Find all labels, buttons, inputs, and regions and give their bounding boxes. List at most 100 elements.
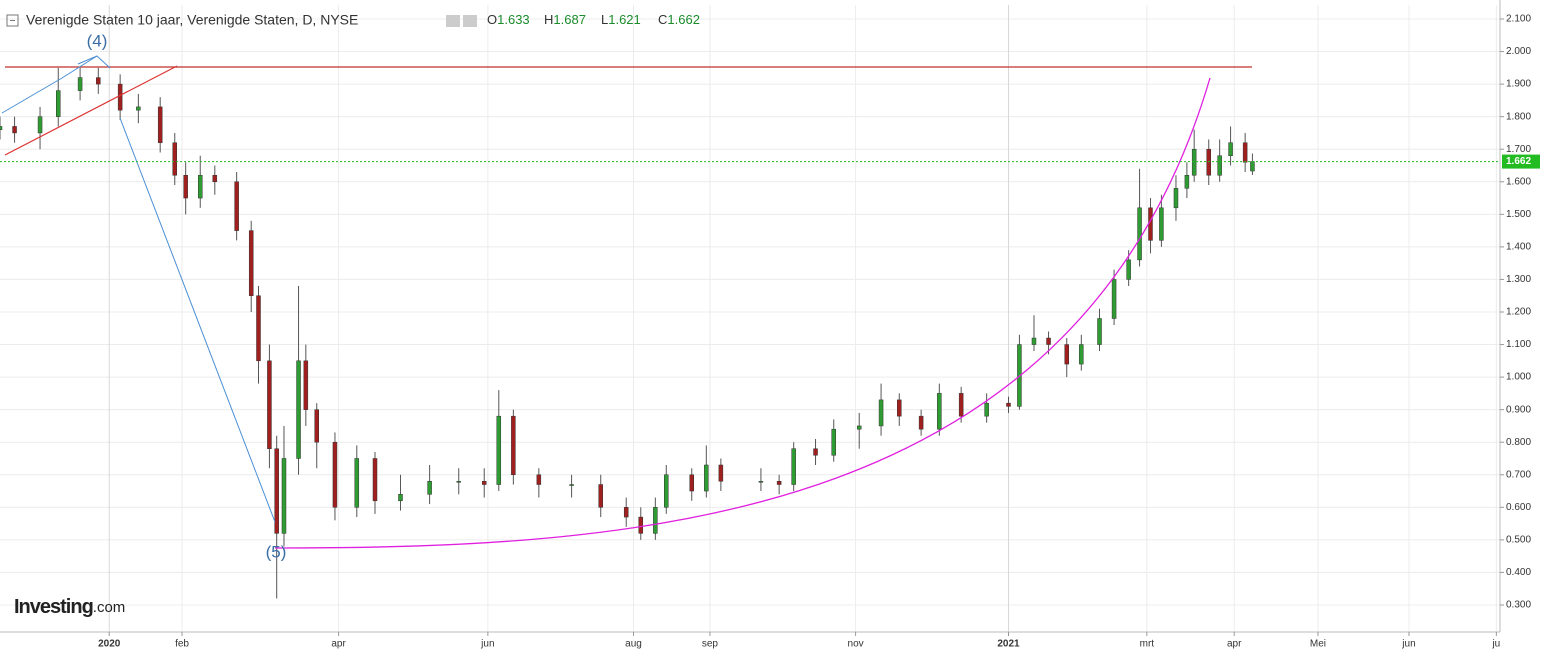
candle-body: [511, 415, 516, 476]
candle-body: [303, 360, 309, 410]
candle-body: [1126, 259, 1131, 280]
candle-body: [897, 399, 902, 417]
ohlc-item: C1.662: [658, 12, 700, 27]
y-tick-label: 0.700: [1506, 469, 1531, 480]
y-tick-label: 0.900: [1506, 404, 1531, 415]
collapse-icon[interactable]: [6, 14, 19, 27]
ohlc-item: L1.621: [601, 12, 641, 27]
candle-body: [918, 415, 924, 430]
candle-body: [332, 441, 338, 508]
eye-icon[interactable]: [446, 15, 460, 27]
candle-body: [776, 481, 782, 485]
ohlc-item: H1.687: [544, 12, 586, 27]
candle-body: [398, 494, 403, 502]
wave-line: [1, 55, 111, 114]
channel-line: [4, 65, 178, 156]
candle-body: [37, 116, 43, 134]
candle-body: [718, 464, 724, 482]
candle-body: [653, 507, 658, 534]
wave-label: (5): [266, 542, 287, 561]
candle-body: [1206, 148, 1211, 176]
candle-body: [496, 415, 502, 485]
y-tick-label: 1.300: [1506, 274, 1531, 285]
y-tick-label: 2.100: [1506, 14, 1531, 25]
candle-body: [481, 481, 487, 485]
candle-body: [314, 409, 319, 443]
candle-body: [136, 106, 141, 111]
y-tick-label: 1.600: [1506, 176, 1531, 187]
candle-body: [1097, 318, 1102, 345]
candle-body: [1242, 142, 1248, 163]
ohlc-key: L: [601, 12, 608, 27]
y-tick-label: 1.400: [1506, 242, 1531, 253]
candle-body: [878, 399, 884, 427]
candle-body: [664, 474, 669, 508]
candle-body: [937, 393, 942, 430]
candle-body: [536, 474, 542, 485]
candle-body: [1184, 175, 1190, 189]
candle-body: [267, 360, 272, 449]
y-tick-label: 1.700: [1506, 144, 1531, 155]
y-tick-label: 1.800: [1506, 111, 1531, 122]
candle-body: [183, 175, 188, 199]
candle-body: [248, 230, 254, 296]
ohlc-value: 1.633: [497, 12, 530, 27]
candle-body: [77, 77, 83, 91]
candle-body: [1159, 207, 1164, 241]
candle-body: [984, 402, 989, 417]
candle-body: [958, 393, 964, 417]
candle-body: [791, 448, 796, 485]
settings-icon[interactable]: [463, 15, 477, 27]
y-tick-label: 0.500: [1506, 535, 1531, 546]
candle-body: [569, 484, 574, 486]
x-tick-label: Mei: [1310, 639, 1326, 650]
candle-body: [56, 90, 61, 117]
candle-body: [456, 481, 461, 483]
last-price-label: 1.662: [1506, 156, 1531, 167]
x-tick-label: mrt: [1140, 639, 1155, 650]
candle-body: [831, 428, 836, 456]
candle-body: [1228, 142, 1233, 156]
y-tick-label: 1.500: [1506, 209, 1531, 220]
candle-body: [598, 484, 603, 508]
candle-body: [689, 474, 694, 492]
y-tick-label: 1.000: [1506, 372, 1531, 383]
x-tick-label: sep: [702, 639, 719, 650]
logo-main: Investing: [14, 596, 93, 618]
candle-body: [354, 458, 360, 508]
x-tick-label: nov: [848, 639, 864, 650]
candle-body: [1191, 148, 1197, 176]
ohlc-item: O1.633: [487, 12, 530, 27]
x-tick-label: aug: [625, 639, 642, 650]
wave-line: [77, 55, 98, 65]
wave-line: [119, 117, 276, 523]
candle-body: [256, 295, 261, 362]
y-tick-label: 1.200: [1506, 307, 1531, 318]
candle-body: [234, 181, 239, 231]
candle-body: [1046, 337, 1051, 345]
last-price-badge: [1502, 154, 1540, 169]
candle-body: [0, 126, 3, 130]
y-tick-label: 0.400: [1506, 567, 1531, 578]
ohlc-value: 1.687: [553, 12, 586, 27]
candle-body: [704, 464, 709, 492]
chart-title: Verenigde Staten 10 jaar, Verenigde Stat…: [26, 12, 358, 28]
candle-body: [296, 360, 301, 459]
candle-body: [623, 507, 629, 518]
x-tick-label: 2021: [997, 639, 1020, 650]
candle-body: [813, 448, 818, 456]
candle-body: [1006, 402, 1011, 407]
ohlc-key: H: [544, 12, 553, 27]
x-tick-label: jun: [480, 639, 494, 650]
candle-body: [1217, 155, 1222, 176]
x-tick-label: apr: [1227, 639, 1242, 650]
y-tick-label: 0.300: [1506, 600, 1531, 611]
candle-body: [1111, 279, 1117, 319]
ohlc-key: O: [487, 12, 497, 27]
candle-body: [274, 448, 279, 534]
candle-body: [212, 175, 218, 183]
candle-body: [197, 175, 203, 199]
candle-body: [856, 425, 862, 430]
